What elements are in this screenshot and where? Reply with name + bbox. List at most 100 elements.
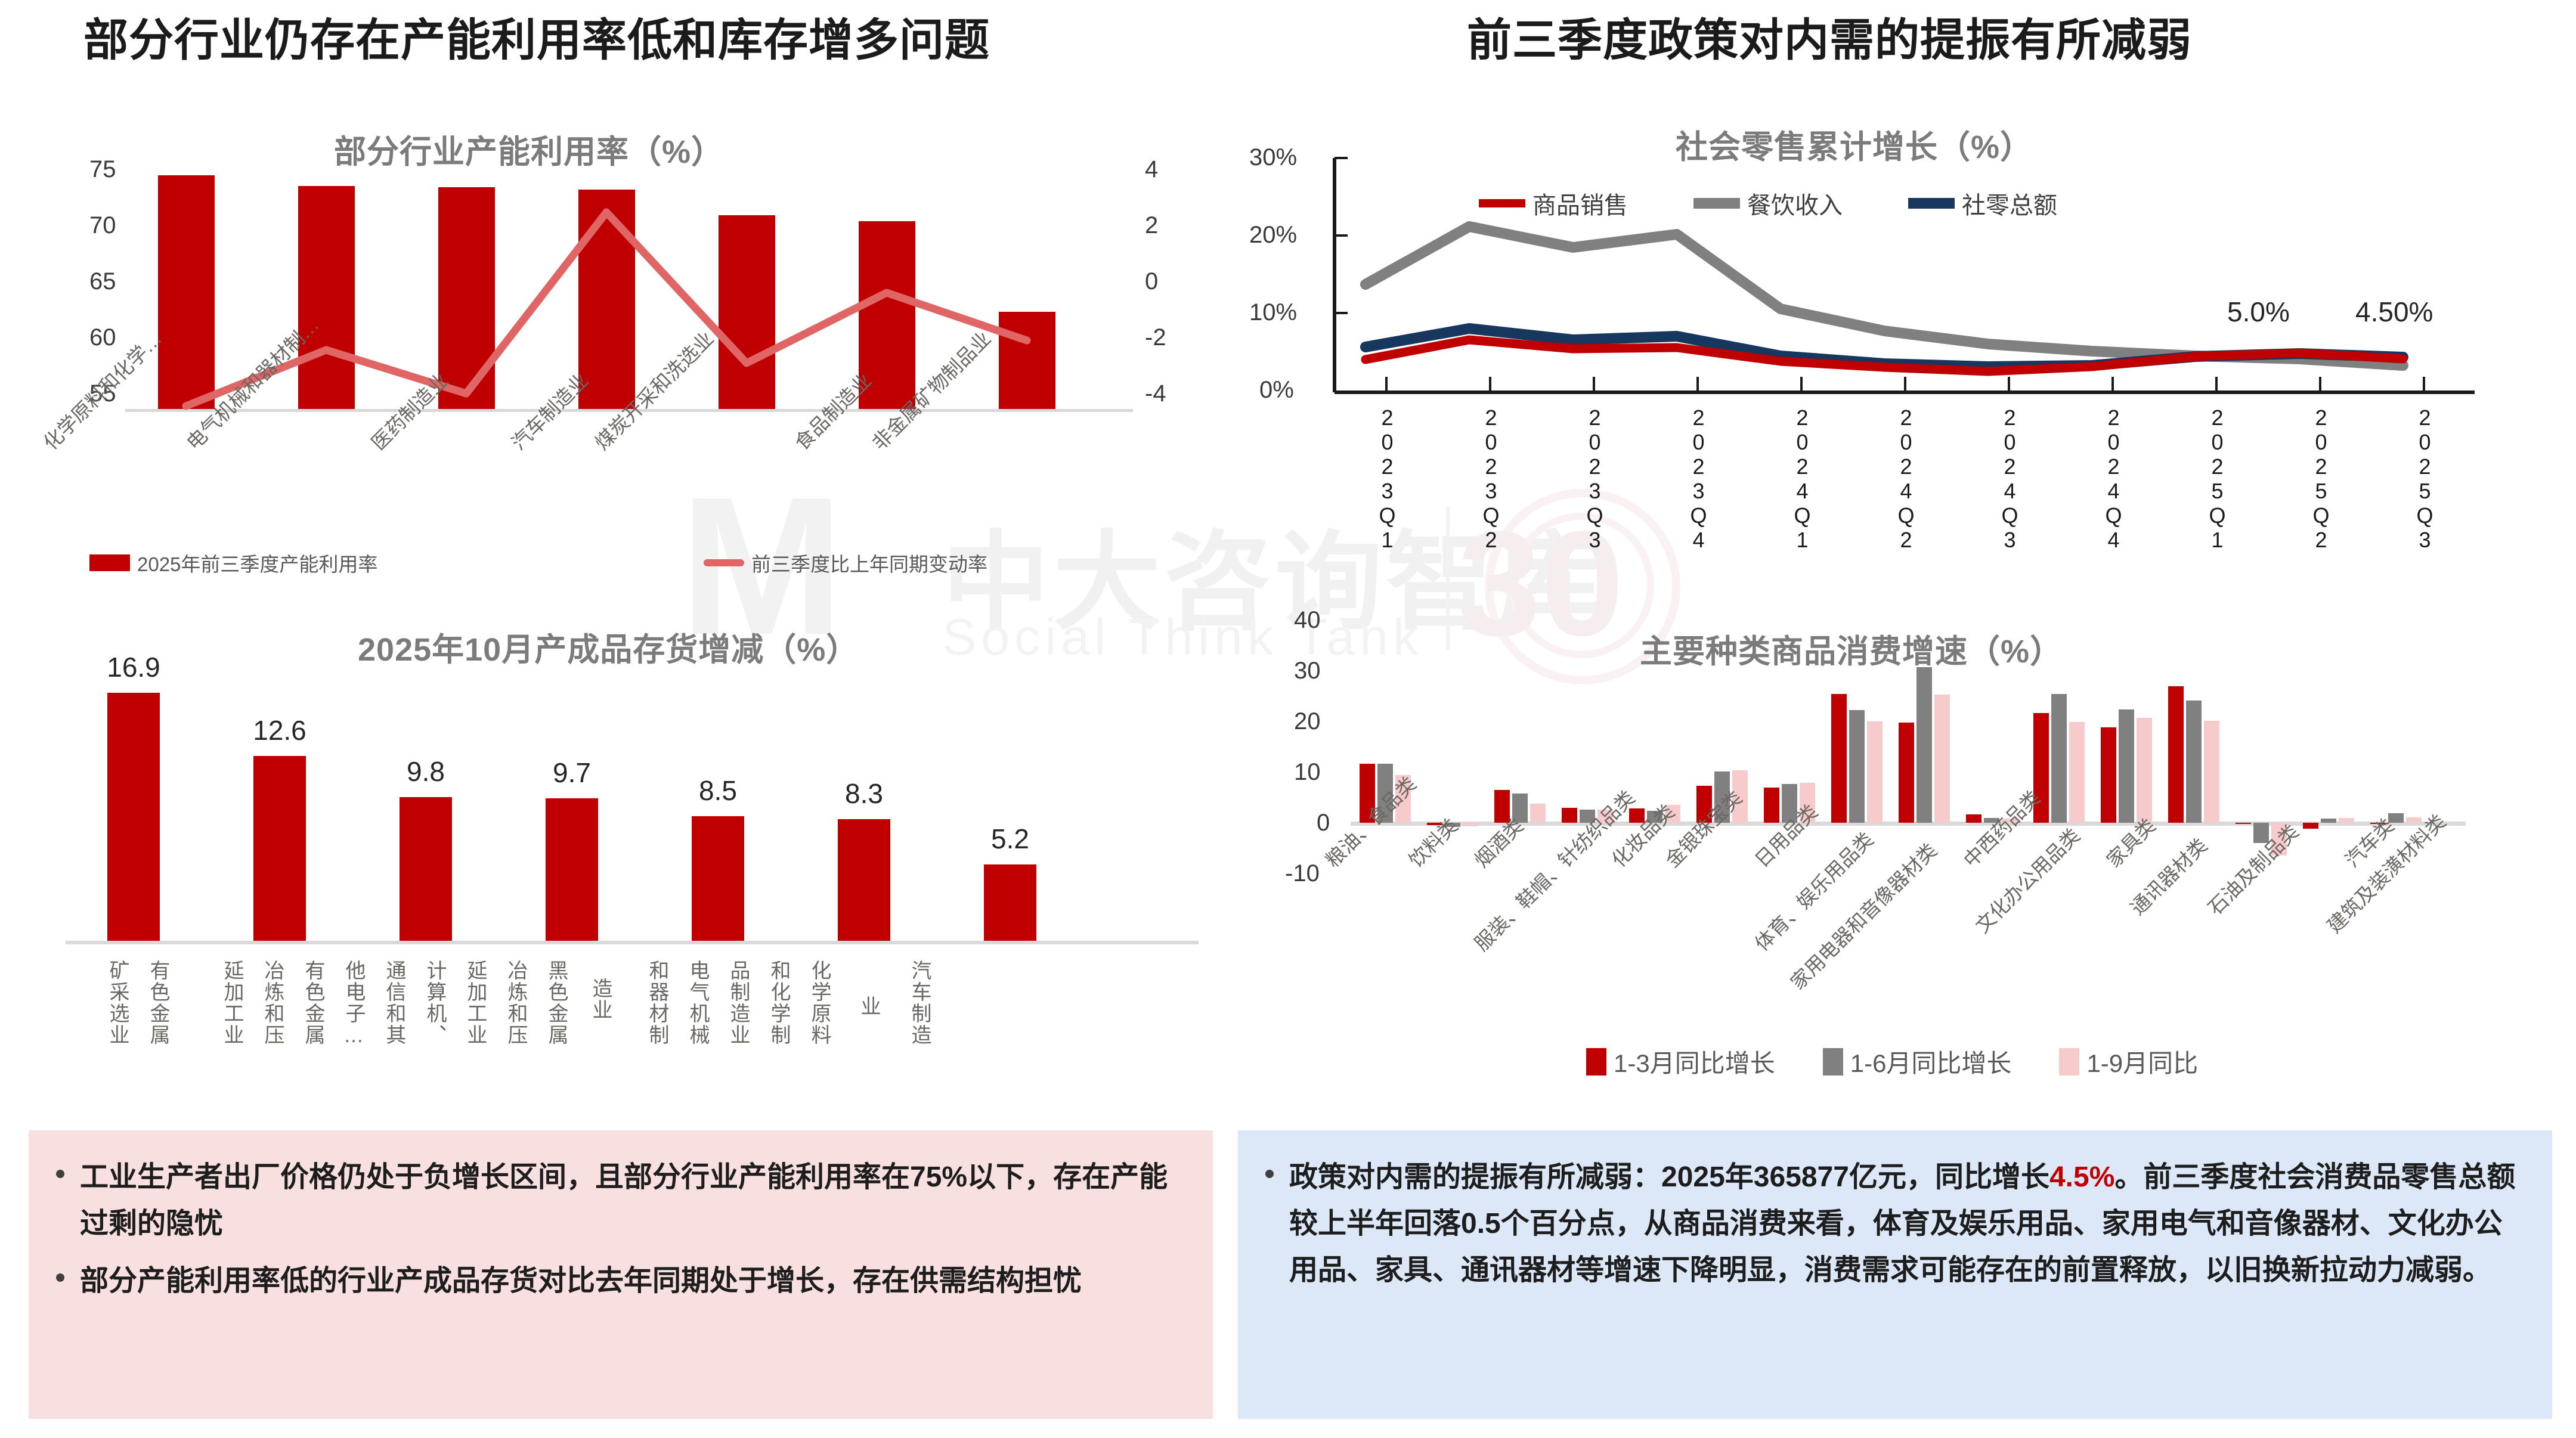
- legend-item-catering-income: 餐饮收入: [1693, 186, 1843, 221]
- x-label-inventory-13: 电气机械: [686, 960, 709, 1046]
- capacity-change-line: [182, 208, 1031, 410]
- x-label-retail-9: 2025Q2: [2309, 405, 2333, 552]
- legend-swatch-h1: [1822, 1047, 1843, 1076]
- chart-social-retail-growth: 社会零售累计增长（%） 30% 20% 10% 0%: [1228, 101, 2576, 572]
- x-label-retail-6: 2024Q3: [1998, 405, 2022, 552]
- bar-capacity-4: [719, 215, 775, 409]
- x-label-inventory-10: 黑色金属: [545, 960, 568, 1046]
- x-label-inventory-9: 冶炼和压: [504, 960, 527, 1046]
- bullet-icon: [1265, 1170, 1274, 1178]
- page-title-left: 部分行业仍存在产能利用率低和库存增多问题: [83, 15, 990, 65]
- note-panel-right: 政策对内需的提振有所减弱：2025年365877亿元，同比增长4.5%。前三季度…: [1238, 1130, 2552, 1419]
- note-left-text-1: 部分产能利用率低的行业产成品存货对比去年同期处于增长，存在供需结构担忧: [80, 1265, 1082, 1297]
- note-right-item-0: 政策对内需的提振有所减弱：2025年365877亿元，同比增长4.5%。前三季度…: [1265, 1154, 2525, 1293]
- x-label-inventory-0: 矿采选业: [106, 960, 129, 1046]
- legend-label-commodity-sales: 商品销售: [1532, 193, 1628, 219]
- x-label-retail-7: 2024Q4: [2101, 405, 2126, 552]
- legend-swatch-q3: [2059, 1047, 2080, 1076]
- bar-value-inventory-1: 12.6: [253, 715, 306, 746]
- y-axis-tick-cat-0: 0: [1317, 810, 1330, 836]
- y-axis-tick-retail-0: 0%: [1259, 377, 1294, 403]
- legend-label-capacity-bar: 2025年前三季度产能利用率: [137, 553, 378, 575]
- bar-capacity-5: [859, 221, 915, 409]
- bar-value-inventory-2: 9.8: [407, 756, 445, 787]
- note-right-highlight: 4.5%: [2049, 1161, 2115, 1193]
- chart-category-consumption-growth: 主要种类商品消费增速（%） 40 30 20 10 0 -10: [1228, 602, 2576, 1115]
- note-right-suffix: 。前三季度社会消费品零售总额较上半年回落0.5个百分点，从商品消费来看，体育及娱…: [1289, 1161, 2516, 1286]
- legend-category-consumption: 1-3月同比增长 1-6月同比增长 1-9月同比: [1586, 1043, 2198, 1080]
- x-label-inventory-6: 通信和其: [383, 960, 405, 1046]
- legend-item-capacity-line: 前三季度比上年同期变动率: [704, 548, 987, 577]
- legend-social-retail: 商品销售 餐饮收入 社零总额: [1479, 186, 2057, 221]
- chart-finished-goods-inventory: 2025年10月产成品存货增减（%） 16.9 12.6 9.8 9.7 8.5…: [0, 596, 1228, 1109]
- note-panel-left: 工业生产者出厂价格仍处于负增长区间，且部分行业产能利用率在75%以下，存在产能过…: [29, 1130, 1213, 1419]
- annotation-retail-45pct: 4.50%: [2355, 296, 2433, 327]
- note-right-text: 政策对内需的提振有所减弱：2025年365877亿元，同比增长4.5%。前三季度…: [1289, 1154, 2525, 1293]
- x-label-inventory-4: 有色金属: [302, 960, 324, 1046]
- y-axis-tick-left-70: 70: [89, 212, 116, 238]
- x-label-retail-10: 2025Q3: [2413, 405, 2437, 552]
- legend-capacity-line: 前三季度比上年同期变动率: [704, 548, 987, 577]
- x-label-inventory-16: 化学原料: [808, 960, 831, 1046]
- x-label-inventory-18: 汽车制造: [908, 960, 931, 1046]
- bullet-icon: [56, 1273, 64, 1282]
- legend-item-q1: 1-3月同比增长: [1586, 1043, 1775, 1080]
- bar-inventory-2: [400, 797, 452, 941]
- x-label-retail-3: 2023Q4: [1686, 405, 1711, 552]
- legend-swatch-red: [89, 554, 130, 571]
- x-label-retail-5: 2024Q2: [1894, 405, 1918, 552]
- legend-item-h1: 1-6月同比增长: [1822, 1043, 2011, 1080]
- x-label-inventory-7: 计算机、: [423, 960, 446, 1046]
- legend-capacity-bar: 2025年前三季度产能利用率: [89, 548, 377, 577]
- legend-label-q1: 1-3月同比增长: [1614, 1049, 1775, 1077]
- bar-inventory-3: [546, 798, 598, 941]
- x-label-inventory-2: 延加工业: [221, 960, 243, 1046]
- y-axis-tick-cat-20: 20: [1294, 708, 1321, 735]
- y-axis-tick-cat-40: 40: [1294, 607, 1321, 633]
- y-axis-tick-right-0: 0: [1145, 268, 1159, 295]
- category-bars-plot: [1360, 667, 2422, 856]
- legend-label-total-retail: 社零总额: [1962, 193, 2057, 219]
- x-label-inventory-15: 和化学制: [767, 960, 790, 1046]
- y-axis-tick-right-2: 2: [1145, 212, 1159, 238]
- inventory-baseline: [66, 941, 1199, 944]
- legend-label-q3: 1-9月同比: [2086, 1049, 2199, 1077]
- x-axis-baseline: [125, 409, 1133, 412]
- y-axis-tick-right-neg4: -4: [1145, 380, 1166, 407]
- y-axis-tick-left-65: 65: [89, 268, 116, 295]
- bar-value-inventory-5: 8.3: [845, 778, 883, 809]
- bar-capacity-1: [298, 186, 355, 409]
- legend-swatch-q1: [1586, 1047, 1606, 1076]
- y-axis-tick-cat-10: 10: [1294, 759, 1321, 785]
- x-label-inventory-8: 延加工业: [464, 960, 487, 1046]
- bar-value-inventory-6: 5.2: [991, 823, 1029, 854]
- bar-inventory-1: [253, 756, 306, 941]
- chart-title-social-retail: 社会零售累计增长（%）: [1676, 129, 2033, 165]
- note-left-text-0: 工业生产者出厂价格仍处于负增长区间，且部分行业产能利用率在75%以下，存在产能过…: [80, 1161, 1168, 1239]
- legend-label-capacity-line: 前三季度比上年同期变动率: [751, 553, 987, 575]
- page-title-right: 前三季度政策对内需的提振有所减弱: [1467, 15, 2193, 65]
- y-axis-tick-left-60: 60: [89, 324, 116, 351]
- x-label-retail-4: 2024Q1: [1790, 405, 1815, 552]
- bar-value-inventory-3: 9.7: [553, 757, 591, 788]
- bar-value-inventory-4: 8.5: [699, 775, 737, 806]
- y-axis-tick-retail-30: 30%: [1249, 144, 1298, 171]
- y-axis-tick-retail-20: 20%: [1249, 222, 1298, 248]
- retail-line-plot: [1333, 157, 2475, 394]
- y-axis-tick-cat-neg10: -10: [1285, 860, 1320, 887]
- chart-title-inventory: 2025年10月产成品存货增减（%）: [358, 632, 859, 668]
- note-left-item-1: 部分产能利用率低的行业产成品存货对比去年同期处于增长，存在供需结构担忧: [56, 1258, 1185, 1304]
- bar-inventory-6: [984, 864, 1036, 941]
- bar-value-inventory-0: 16.9: [107, 652, 160, 683]
- legend-label-catering-income: 餐饮收入: [1747, 193, 1843, 219]
- annotation-retail-5pct: 5.0%: [2227, 296, 2290, 327]
- legend-item-commodity-sales: 商品销售: [1479, 186, 1628, 221]
- x-label-inventory-12: 和器材制: [646, 960, 668, 1046]
- bullet-icon: [56, 1170, 64, 1178]
- y-axis-tick-retail-10: 10%: [1249, 299, 1298, 326]
- x-label-inventory-1: 有色金属: [147, 960, 169, 1046]
- y-axis-tick-right-neg2: -2: [1145, 324, 1166, 351]
- category-zero-baseline: [1351, 822, 2466, 826]
- chart-title-capacity: 部分行业产能利用率（%）: [334, 134, 724, 170]
